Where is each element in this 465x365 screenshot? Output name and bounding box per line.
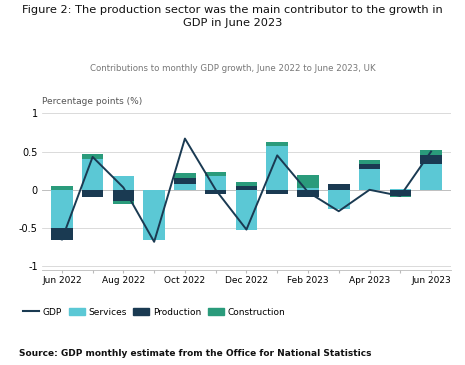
Bar [205, 190, 226, 193]
Legend: GDP, Services, Production, Construction: GDP, Services, Production, Construction [23, 308, 285, 317]
Bar [420, 164, 442, 190]
Bar [390, 190, 411, 196]
Bar [113, 201, 134, 204]
Bar [143, 190, 165, 239]
Bar [390, 189, 411, 190]
Bar [359, 160, 380, 164]
Bar [113, 176, 134, 190]
Bar [328, 184, 350, 190]
Bar [266, 142, 288, 146]
Text: Percentage points (%): Percentage points (%) [42, 97, 142, 106]
Bar [113, 190, 134, 201]
Bar [205, 172, 226, 176]
Bar [420, 150, 442, 155]
Bar [51, 186, 73, 190]
Bar [266, 146, 288, 190]
Bar [297, 188, 319, 190]
Bar [420, 155, 442, 164]
Text: Source: GDP monthly estimate from the Office for National Statistics: Source: GDP monthly estimate from the Of… [19, 349, 371, 358]
Bar [174, 184, 196, 190]
Bar [82, 159, 103, 190]
Bar [82, 154, 103, 159]
Text: Contributions to monthly GDP growth, June 2022 to June 2023, UK: Contributions to monthly GDP growth, Jun… [90, 64, 375, 73]
Bar [174, 173, 196, 178]
Bar [205, 176, 226, 190]
Bar [51, 228, 73, 239]
Bar [390, 196, 411, 197]
Bar [51, 190, 73, 228]
Text: Figure 2: The production sector was the main contributor to the growth in
GDP in: Figure 2: The production sector was the … [22, 5, 443, 28]
Bar [174, 178, 196, 184]
Bar [236, 186, 257, 190]
Bar [82, 190, 103, 197]
Bar [297, 175, 319, 188]
Bar [359, 169, 380, 190]
Bar [236, 190, 257, 230]
Bar [266, 190, 288, 193]
Bar [328, 190, 350, 209]
Bar [236, 182, 257, 186]
Bar [297, 190, 319, 197]
Bar [359, 164, 380, 169]
